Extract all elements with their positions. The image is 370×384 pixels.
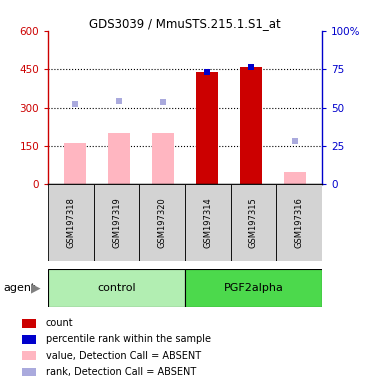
Bar <box>231 184 276 261</box>
Bar <box>185 269 322 307</box>
Bar <box>276 184 322 261</box>
Text: GSM197315: GSM197315 <box>249 197 258 248</box>
Text: value, Detection Call = ABSENT: value, Detection Call = ABSENT <box>46 351 201 361</box>
Bar <box>94 184 139 261</box>
Text: count: count <box>46 318 73 328</box>
Bar <box>108 133 130 184</box>
Text: GSM197316: GSM197316 <box>295 197 303 248</box>
Text: control: control <box>97 283 136 293</box>
Bar <box>22 367 36 376</box>
Text: ▶: ▶ <box>31 281 41 295</box>
Text: GDS3039 / MmuSTS.215.1.S1_at: GDS3039 / MmuSTS.215.1.S1_at <box>89 17 281 30</box>
Bar <box>64 143 85 184</box>
Bar <box>139 184 185 261</box>
Bar <box>22 335 36 344</box>
Text: GSM197320: GSM197320 <box>158 197 166 248</box>
Bar <box>48 269 185 307</box>
Text: GSM197314: GSM197314 <box>204 197 212 248</box>
Bar <box>240 66 262 184</box>
Bar <box>285 172 306 184</box>
Text: agent: agent <box>4 283 36 293</box>
Text: GSM197319: GSM197319 <box>112 197 121 248</box>
Text: rank, Detection Call = ABSENT: rank, Detection Call = ABSENT <box>46 367 196 377</box>
Bar <box>196 72 218 184</box>
Text: GSM197318: GSM197318 <box>67 197 75 248</box>
Bar <box>48 184 94 261</box>
Bar <box>22 319 36 328</box>
Text: percentile rank within the sample: percentile rank within the sample <box>46 334 211 344</box>
Bar <box>185 184 231 261</box>
Bar <box>22 351 36 360</box>
Text: PGF2alpha: PGF2alpha <box>223 283 283 293</box>
Bar <box>152 133 174 184</box>
